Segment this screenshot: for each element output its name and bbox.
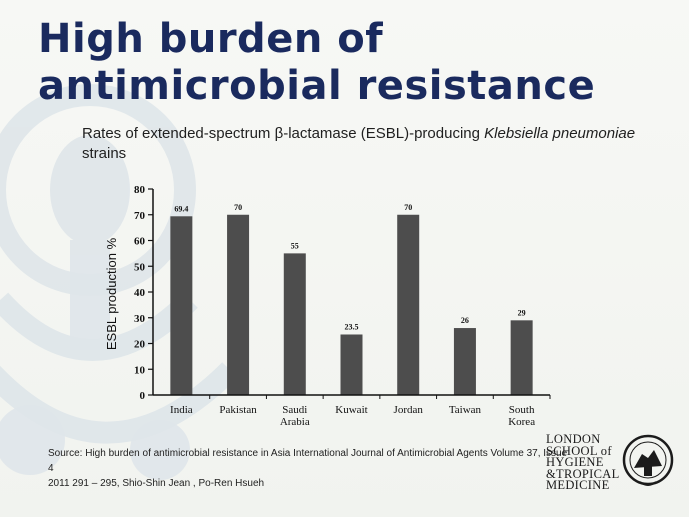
bar-value-label: 69.4	[174, 204, 188, 213]
y-tick-label: 80	[134, 184, 146, 196]
logo-line-5: MEDICINE	[546, 478, 610, 492]
bar	[170, 216, 193, 395]
subtitle-prefix: Rates of extended-spectrum β-lactamase (…	[82, 125, 485, 142]
bar	[283, 253, 306, 395]
y-tick-label: 50	[134, 261, 146, 273]
subtitle-suffix: strains	[82, 145, 127, 162]
logo-line-1: LONDON	[546, 432, 601, 446]
title-line-1: High burden of	[38, 16, 384, 62]
logo-line-4: &TROPICAL	[546, 466, 620, 481]
y-tick-label: 60	[134, 236, 146, 248]
logo-line-2: SCHOOL of	[546, 443, 612, 458]
logo-emblem-icon	[622, 434, 674, 486]
lshtm-logo: LONDON SCHOOL of HYGIENE &TROPICAL MEDIC…	[530, 428, 680, 508]
source-line-2: 2011 291 – 295, Shio-Shin Jean , Po-Ren …	[48, 478, 265, 489]
school-crest-watermark	[0, 84, 238, 480]
y-tick-label: 30	[134, 313, 146, 325]
x-tick-label: Pakistan	[219, 404, 257, 416]
bar	[510, 320, 533, 395]
bar	[397, 214, 420, 395]
subtitle-species: Klebsiella pneumoniae	[484, 125, 636, 142]
bar-value-label: 26	[461, 316, 469, 325]
x-tick-label: Saudi Arabia	[280, 404, 310, 428]
bars: 69.4 70 55 23.5 70 26 29	[170, 203, 533, 395]
bar-value-label: 70	[404, 203, 412, 212]
y-tick-label: 20	[134, 339, 146, 351]
title-line-2: antimicrobial resistance	[38, 63, 596, 109]
bar-value-label: 70	[234, 203, 242, 212]
y-axis: 0 10 20 30 40 50 60 70 80	[134, 184, 154, 402]
bar	[227, 214, 250, 395]
source-line-1: Source: High burden of antimicrobial res…	[48, 448, 568, 474]
bar	[340, 334, 363, 395]
bar-value-label: 23.5	[345, 322, 359, 331]
source-citation: Source: High burden of antimicrobial res…	[48, 446, 568, 491]
x-tick-label: Kuwait	[335, 404, 367, 416]
y-tick-label: 10	[134, 364, 146, 376]
bar-value-label: 55	[291, 241, 299, 250]
y-tick-label: 0	[140, 390, 146, 402]
y-tick-label: 40	[134, 287, 146, 299]
logo-line-3: HYGIENE	[546, 455, 604, 469]
x-tick-label: India	[170, 404, 193, 416]
chart-subtitle: Rates of extended-spectrum β-lactamase (…	[82, 124, 642, 164]
x-tick-label: South Korea	[508, 404, 535, 428]
esbl-bar-chart: 0 10 20 30 40 50 60 70 80 69.4 70 55 23.5 70 26 29 Ind…	[104, 184, 551, 428]
y-tick-label: 70	[134, 210, 146, 222]
slide-title: High burden of antimicrobial resistance	[38, 16, 658, 110]
y-axis-label: ESBL production %	[104, 237, 119, 350]
x-axis: India Pakistan Saudi Arabia Kuwait Jordan Taiw…	[153, 394, 551, 428]
logo-wordmark: LONDON SCHOOL of HYGIENE &TROPICAL MEDIC…	[546, 432, 620, 492]
x-tick-label: Jordan	[394, 404, 424, 416]
bar	[453, 328, 476, 395]
x-tick-label: Taiwan	[449, 404, 482, 416]
bar-value-label: 29	[518, 308, 526, 317]
